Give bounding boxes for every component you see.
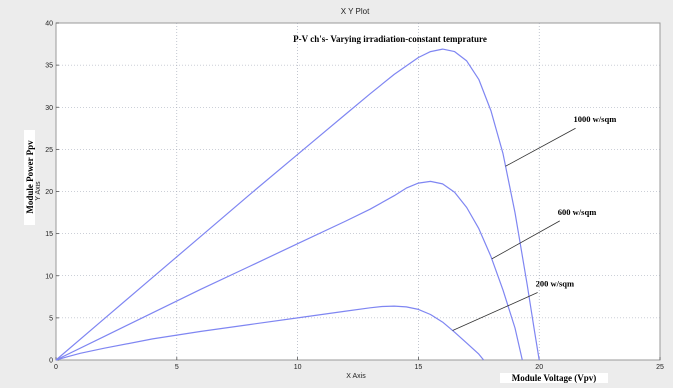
y-axis-overlay-label: Module Power Ppv (25, 140, 35, 214)
annotations: 1000 w/sqm 600 w/sqm 200 w/sqm (452, 114, 617, 331)
y-tick-label: 40 (45, 21, 53, 28)
y-tick-label: 35 (45, 63, 53, 70)
y-tick-label: 0 (49, 358, 53, 365)
axis-ticks: 0 5 10 15 20 25 0 5 10 15 20 25 30 35 40 (45, 21, 664, 372)
annotation-label: 200 w/sqm (536, 279, 575, 289)
series-lines (55, 48, 540, 361)
y-overlay-background (24, 130, 35, 225)
x-axis-overlay-label: Module Voltage (Vpv) (512, 373, 597, 383)
x-axis-overlay-box: Module Voltage (Vpv) (500, 373, 608, 383)
chart-title: P-V ch's- Varying irradiation-constant t… (293, 34, 487, 44)
series-line-2 (55, 180, 523, 361)
x-tick-label: 15 (415, 364, 423, 371)
y-axis-overlay-box: Module Power Ppv (24, 130, 35, 225)
annotation-leader-line (491, 220, 560, 260)
x-overlay-background (500, 373, 608, 383)
annotation-label: 1000 w/sqm (574, 114, 617, 124)
y-axis-label: Y Axis (35, 181, 42, 201)
grid-lines (56, 23, 660, 360)
annotation-label: 600 w/sqm (558, 207, 597, 217)
x-tick-label: 5 (175, 364, 179, 371)
annotation-leader-line (452, 292, 538, 331)
plot-area (55, 22, 661, 361)
y-tick-label: 20 (45, 189, 53, 196)
annotation-leader-line (505, 127, 576, 167)
x-tick-label: 20 (535, 364, 543, 371)
series-line-1 (55, 48, 540, 361)
y-tick-label: 10 (45, 273, 53, 280)
x-axis-label: X Axis (346, 373, 366, 380)
y-tick-label: 15 (45, 231, 53, 238)
x-tick-label: 0 (54, 364, 58, 371)
x-tick-label: 10 (294, 364, 302, 371)
y-tick-label: 25 (45, 147, 53, 154)
series-line-3 (55, 305, 485, 361)
y-tick-label: 30 (45, 105, 53, 112)
window-title: X Y Plot (341, 7, 370, 16)
y-tick-label: 5 (49, 315, 53, 322)
x-tick-label: 25 (656, 364, 664, 371)
